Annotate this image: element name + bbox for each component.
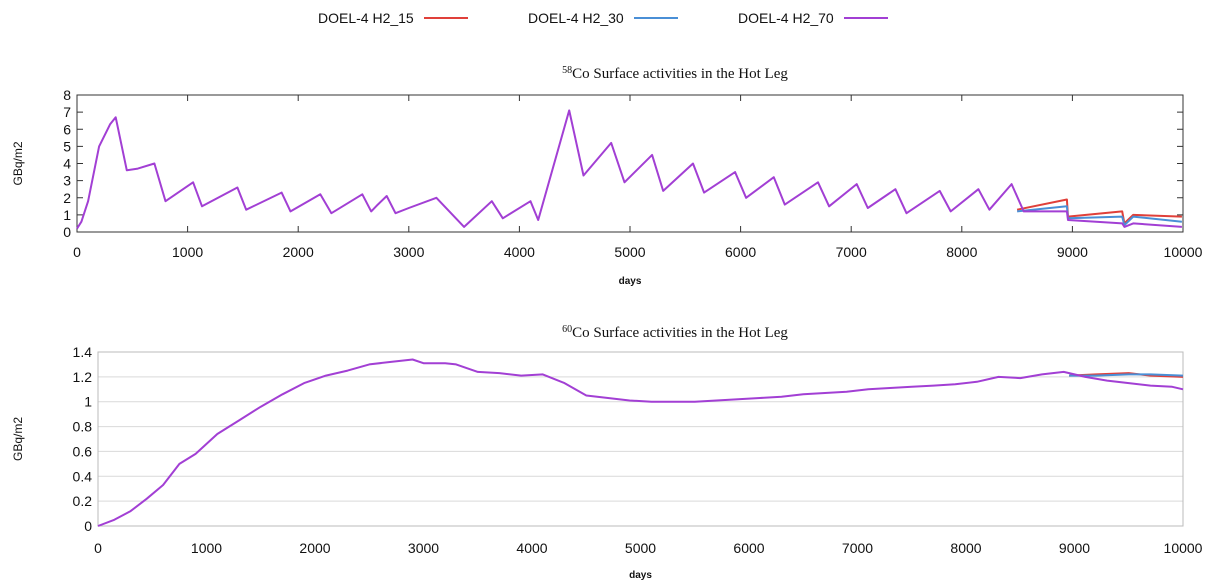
legend-swatch-h2-30 xyxy=(633,17,678,19)
chart-title-text: Co Surface activities in the Hot Leg xyxy=(572,66,788,82)
y-tick-label: 2 xyxy=(63,190,71,206)
y-tick-label: 0.4 xyxy=(73,468,93,484)
legend-item-h2-70: DOEL-4 H2_70 xyxy=(738,4,888,32)
x-tick-label: 3000 xyxy=(393,244,424,260)
plot-frame xyxy=(76,94,1184,233)
x-tick-label: 8000 xyxy=(950,540,981,556)
y-tick-label: 0.6 xyxy=(73,443,93,459)
y-tick-label: 3 xyxy=(63,173,71,189)
chart-2: 0 1000 2000 3000 4000 5000 6000 7000 8000 9000 100… xyxy=(11,324,1203,581)
x-tick-label: 2000 xyxy=(299,540,330,556)
y-axis-label: GBq/m2 xyxy=(11,141,25,185)
x-tick-label: 10000 xyxy=(1164,540,1203,556)
chart-title-superscript: 58 xyxy=(562,65,572,76)
x-tick-label: 8000 xyxy=(946,244,977,260)
x-tick-label: 7000 xyxy=(842,540,873,556)
legend-item-h2-15: DOEL-4 H2_15 xyxy=(318,4,468,32)
x-axis-label: days xyxy=(629,570,652,581)
chart-title-superscript: 60 xyxy=(562,324,572,335)
y-tick-label: 1.2 xyxy=(73,369,93,385)
series-line-doel-4-h2_15 xyxy=(1016,198,1182,225)
x-tick-label: 3000 xyxy=(408,540,439,556)
series-line-doel-4-h2_70 xyxy=(76,109,1182,230)
y-tick-label: 7 xyxy=(63,104,71,120)
x-tick-label: 6000 xyxy=(733,540,764,556)
x-tick-label: 1000 xyxy=(172,244,203,260)
chart-title: 58Co Surface activities in the Hot Leg xyxy=(562,65,788,82)
series-line-doel-4-h2_70 xyxy=(97,358,1184,527)
x-tick-label: 5000 xyxy=(625,540,656,556)
y-tick-label: 1.4 xyxy=(73,344,93,360)
y-tick-label: 0 xyxy=(63,224,71,240)
x-tick-label: 4000 xyxy=(504,244,535,260)
y-tick-label: 5 xyxy=(63,138,71,154)
x-tick-label: 10000 xyxy=(1164,244,1203,260)
legend-swatch-h2-70 xyxy=(843,17,888,19)
x-tick-label: 1000 xyxy=(191,540,222,556)
legend-item-h2-30: DOEL-4 H2_30 xyxy=(528,4,678,32)
y-tick-label: 0 xyxy=(84,518,92,534)
y-tick-label: 8 xyxy=(63,87,71,103)
x-tick-label: 9000 xyxy=(1057,244,1088,260)
x-tick-label: 5000 xyxy=(614,244,645,260)
y-tick-label: 0.2 xyxy=(73,493,93,509)
x-tick-label: 0 xyxy=(94,540,102,556)
chart-title-text: Co Surface activities in the Hot Leg xyxy=(572,325,788,341)
x-tick-label: 7000 xyxy=(836,244,867,260)
x-tick-label: 2000 xyxy=(283,244,314,260)
x-axis-label: days xyxy=(619,276,642,287)
legend-label-h2-15: DOEL-4 H2_15 xyxy=(318,10,414,26)
x-tick-label: 0 xyxy=(73,244,81,260)
legend-label-h2-70: DOEL-4 H2_70 xyxy=(738,10,834,26)
chart-1: 0 1000 2000 3000 4000 5000 6000 7000 8000 9000 100… xyxy=(11,65,1203,287)
chart-title: 60Co Surface activities in the Hot Leg xyxy=(562,324,788,341)
x-tick-label: 4000 xyxy=(516,540,547,556)
y-axis-label: GBq/m2 xyxy=(11,417,25,461)
chart-legend: DOEL-4 H2_15 DOEL-4 H2_30 DOEL-4 H2_70 xyxy=(0,4,1224,32)
y-tick-label: 1 xyxy=(84,394,92,410)
plot-frame xyxy=(97,351,1184,527)
legend-swatch-h2-15 xyxy=(423,17,468,19)
series-line-doel-4-h2_30 xyxy=(1069,373,1184,377)
x-tick-label: 9000 xyxy=(1059,540,1090,556)
x-tick-label: 6000 xyxy=(725,244,756,260)
y-tick-label: 6 xyxy=(63,121,71,137)
series-line-doel-4-h2_30 xyxy=(1016,205,1183,227)
y-tick-label: 1 xyxy=(63,207,71,223)
legend-label-h2-30: DOEL-4 H2_30 xyxy=(528,10,624,26)
y-tick-label: 0.8 xyxy=(73,419,93,435)
y-tick-label: 4 xyxy=(63,156,71,172)
